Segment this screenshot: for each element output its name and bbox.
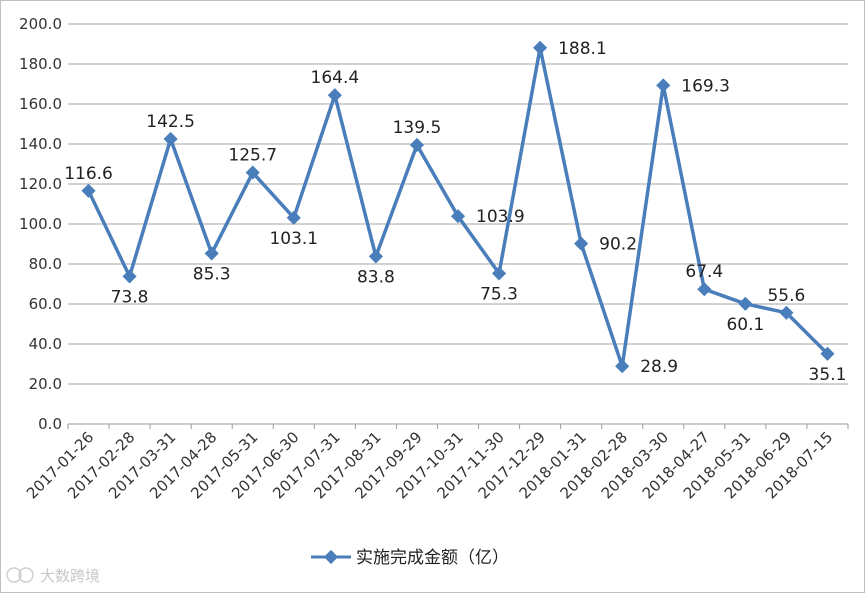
data-point: [779, 305, 794, 320]
gridlines: [68, 23, 848, 425]
data-point: [820, 346, 835, 361]
data-point: [368, 249, 383, 264]
data-point: [286, 210, 301, 225]
watermark-logo-icon: [6, 567, 22, 583]
y-tick-label: 100.0: [19, 215, 62, 233]
data-label: 67.4: [685, 262, 723, 282]
x-axis-ticks: 2017-01-262017-02-282017-03-312017-04-28…: [23, 424, 849, 502]
y-tick-label: 120.0: [19, 175, 62, 193]
data-label: 75.3: [480, 284, 518, 304]
data-label: 85.3: [193, 264, 231, 284]
data-point: [327, 88, 342, 103]
y-tick-label: 0.0: [38, 415, 62, 433]
legend-marker: [323, 549, 339, 565]
legend: 实施完成金额（亿）: [311, 548, 509, 568]
data-point: [615, 359, 630, 374]
y-tick-label: 60.0: [29, 295, 62, 313]
data-label: 125.7: [228, 146, 277, 166]
data-label: 188.1: [558, 39, 607, 59]
data-label: 164.4: [311, 68, 360, 88]
y-tick-label: 140.0: [19, 135, 62, 153]
data-point: [122, 269, 137, 284]
data-label: 35.1: [809, 365, 847, 385]
data-label: 90.2: [599, 235, 637, 255]
y-tick-label: 40.0: [29, 335, 62, 353]
y-axis-ticks: 0.0 20.0 40.0 60.0 80.0 100.0 120.0 140.0 160.0 1…: [19, 15, 62, 433]
data-label: 55.6: [767, 286, 805, 306]
data-point: [163, 131, 178, 147]
data-label: 142.5: [146, 112, 195, 132]
data-label: 73.8: [111, 287, 149, 307]
data-point: [574, 236, 589, 251]
data-point: [533, 40, 548, 55]
data-point: [697, 282, 712, 297]
data-point: [245, 165, 260, 180]
data-point: [81, 183, 96, 198]
y-tick-label: 20.0: [29, 375, 62, 393]
watermark-text: 大数跨境: [40, 567, 100, 585]
y-tick-label: 200.0: [19, 15, 62, 33]
data-label: 116.6: [64, 164, 113, 184]
data-label: 83.8: [357, 267, 395, 287]
data-label: 169.3: [681, 76, 730, 96]
y-tick-label: 180.0: [19, 55, 62, 73]
watermark: 大数跨境: [6, 567, 100, 585]
y-tick-label: 80.0: [29, 255, 62, 273]
watermark-logo-icon-inner: [18, 567, 34, 583]
data-label: 28.9: [640, 357, 678, 377]
y-tick-label: 160.0: [19, 95, 62, 113]
data-label: 103.9: [476, 207, 525, 227]
legend-label: 实施完成金额（亿）: [356, 548, 509, 568]
data-point: [409, 137, 425, 153]
data-label: 103.1: [269, 229, 318, 249]
data-labels: 116.6 73.8 142.5 85.3 125.7 103.1 164.4 83.8 139…: [64, 39, 846, 385]
data-label: 139.5: [393, 118, 442, 138]
data-point: [738, 296, 753, 311]
data-label: 60.1: [726, 315, 764, 335]
data-point: [656, 78, 671, 93]
data-point: [450, 209, 466, 224]
data-point: [491, 266, 507, 281]
data-point: [204, 246, 219, 261]
